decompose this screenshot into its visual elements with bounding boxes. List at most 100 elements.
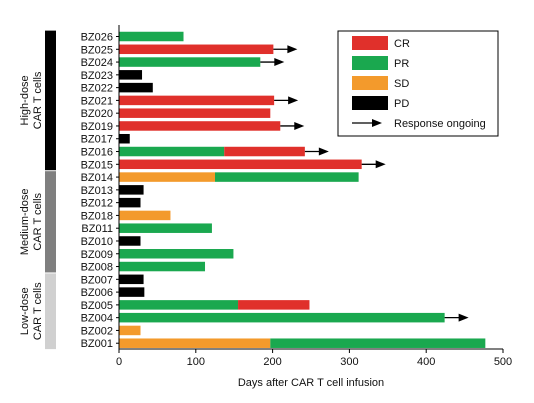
legend-label: SD xyxy=(394,78,409,90)
x-axis-title: Days after CAR T cell infusion xyxy=(238,377,384,389)
bar-bz007-pd-segment xyxy=(119,274,144,285)
patient-label-bz024: BZ024 xyxy=(81,57,113,69)
bar-bz026-pr-segment xyxy=(119,31,184,42)
dose-group-bar-0 xyxy=(45,30,56,171)
patient-label-bz016: BZ016 xyxy=(81,147,113,159)
patient-label-bz007: BZ007 xyxy=(81,274,113,286)
dose-group-label-line: CAR T cells xyxy=(32,282,44,340)
bar-bz001-pr-segment xyxy=(270,338,486,348)
dose-group-label-line: CAR T cells xyxy=(32,71,44,129)
bar-bz001-sd-segment xyxy=(119,338,271,348)
x-tick-label: 100 xyxy=(187,356,205,368)
bar-bz005-pr-segment xyxy=(119,300,239,310)
legend-entry-cr: CR xyxy=(352,36,410,50)
patient-label-bz008: BZ008 xyxy=(81,262,113,274)
patient-label-bz025: BZ025 xyxy=(81,44,113,56)
x-tick-label: 500 xyxy=(494,356,512,368)
legend-swatch xyxy=(352,56,388,70)
legend-swatch xyxy=(352,36,388,50)
bar-bz020-cr-segment xyxy=(119,108,271,118)
x-tick-label: 200 xyxy=(263,356,281,368)
bar-bz016-pr-segment xyxy=(119,146,225,157)
bar-bz018-sd-segment xyxy=(119,210,171,221)
bar-bz016-cr-segment xyxy=(224,146,305,157)
patient-labels: BZ026BZ025BZ024BZ023BZ022BZ021BZ020BZ019… xyxy=(81,32,113,351)
patient-label-bz001: BZ001 xyxy=(81,338,113,350)
dose-group-label-line: CAR T cells xyxy=(32,192,44,250)
bar-bz010-pd-segment xyxy=(119,236,141,246)
dose-group-label-line: High-dose xyxy=(19,75,31,125)
ongoing-arrow-bz024 xyxy=(260,58,285,67)
ongoing-arrow-bz016 xyxy=(304,147,329,156)
bar-bz008-pr-segment xyxy=(119,261,206,272)
arrow-icon xyxy=(372,119,382,127)
x-tick-label: 400 xyxy=(417,356,435,368)
bar-bz002-sd-segment xyxy=(119,325,141,336)
bar-bz011-pr-segment xyxy=(119,223,212,233)
patient-label-bz017: BZ017 xyxy=(81,134,113,146)
patient-bars xyxy=(119,31,486,348)
legend-label: PD xyxy=(394,98,409,110)
patient-label-bz010: BZ010 xyxy=(81,236,113,248)
patient-label-bz026: BZ026 xyxy=(81,32,113,44)
ongoing-arrow-bz004 xyxy=(444,313,469,322)
bar-bz025-cr-segment xyxy=(119,44,274,55)
patient-label-bz019: BZ019 xyxy=(81,121,113,133)
legend-entry-sd: SD xyxy=(352,76,409,90)
patient-label-bz005: BZ005 xyxy=(81,300,113,312)
patient-label-bz018: BZ018 xyxy=(81,210,113,222)
legend: CR PR SD PD Response ongoing xyxy=(337,30,499,137)
dose-group-bar-2 xyxy=(45,273,56,350)
legend-swatch xyxy=(352,76,388,90)
ongoing-arrow-bz025 xyxy=(273,45,298,54)
bar-bz005-cr-segment xyxy=(238,300,310,310)
legend-entry-pd: PD xyxy=(352,96,409,110)
patient-label-bz022: BZ022 xyxy=(81,83,113,95)
bar-bz024-pr-segment xyxy=(119,57,261,67)
bar-bz014-pr-segment xyxy=(215,172,359,182)
legend-swatch xyxy=(352,96,388,110)
ongoing-arrow-bz021 xyxy=(274,96,299,105)
legend-entry-arrow: Response ongoing xyxy=(352,118,486,130)
bar-bz017-pd-segment xyxy=(119,133,130,144)
ongoing-arrows xyxy=(260,45,469,322)
legend-label: CR xyxy=(394,38,410,50)
dose-group-bar-1 xyxy=(45,171,56,273)
patient-label-bz013: BZ013 xyxy=(81,185,113,197)
patient-label-bz011: BZ011 xyxy=(81,223,113,235)
bar-bz009-pr-segment xyxy=(119,249,234,259)
bar-bz015-cr-segment xyxy=(119,159,362,170)
x-tick-label: 300 xyxy=(340,356,358,368)
patient-label-bz006: BZ006 xyxy=(81,287,113,299)
bar-bz014-sd-segment xyxy=(119,172,215,182)
patient-label-bz021: BZ021 xyxy=(81,95,113,107)
patient-label-bz023: BZ023 xyxy=(81,70,113,82)
bar-bz022-pd-segment xyxy=(119,82,153,93)
bar-bz004-pr-segment xyxy=(119,312,445,323)
axes: 0 100 200 300 400 500 xyxy=(116,25,512,368)
bar-bz013-pd-segment xyxy=(119,185,144,195)
bar-bz012-pd-segment xyxy=(119,197,141,208)
dose-group-label-0: High-doseCAR T cells xyxy=(19,71,44,129)
bar-bz019-cr-segment xyxy=(119,121,281,131)
legend-entry-pr: PR xyxy=(352,56,409,70)
patient-label-bz009: BZ009 xyxy=(81,249,113,261)
ongoing-arrow-bz019 xyxy=(280,121,305,130)
x-tick-label: 0 xyxy=(116,356,122,368)
dose-group-label-2: Low-doseCAR T cells xyxy=(19,282,44,340)
legend-label: Response ongoing xyxy=(394,118,486,130)
patient-label-bz012: BZ012 xyxy=(81,198,113,210)
dose-group-label-line: Medium-dose xyxy=(19,188,31,255)
bar-bz006-pd-segment xyxy=(119,287,145,297)
bar-bz023-pd-segment xyxy=(119,70,143,80)
patient-label-bz020: BZ020 xyxy=(81,108,113,120)
bar-bz021-cr-segment xyxy=(119,95,275,106)
patient-label-bz002: BZ002 xyxy=(81,325,113,337)
patient-label-bz014: BZ014 xyxy=(81,172,113,184)
patient-label-bz004: BZ004 xyxy=(81,313,113,325)
dose-group-label-1: Medium-doseCAR T cells xyxy=(19,188,44,255)
dose-group-bars xyxy=(45,30,56,350)
